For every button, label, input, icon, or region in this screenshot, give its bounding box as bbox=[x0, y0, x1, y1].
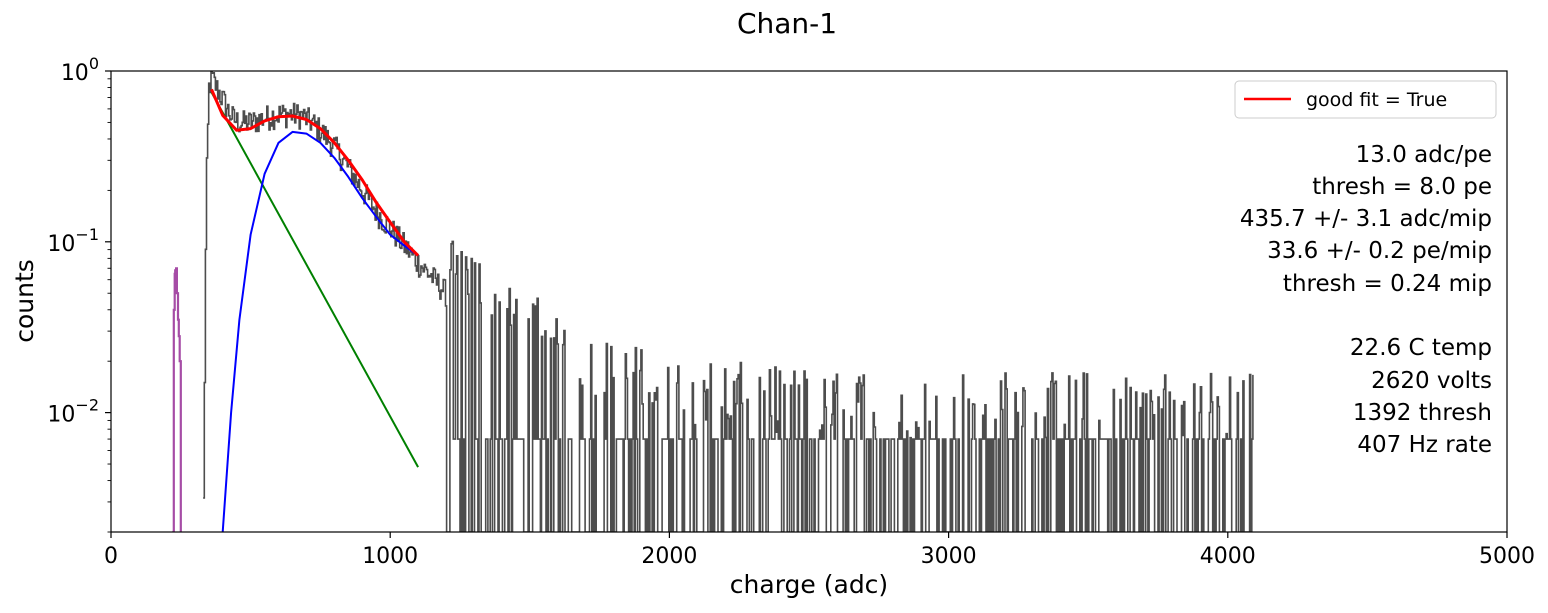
legend: good fit = True bbox=[1234, 80, 1497, 119]
x-tick-label: 5000 bbox=[1479, 544, 1535, 569]
series-fit-total bbox=[210, 88, 420, 257]
y-axis: 100 10−1 10−2 bbox=[47, 54, 111, 533]
series-fit-signal bbox=[221, 130, 419, 532]
plot-frame bbox=[110, 70, 1508, 533]
annotation-adc-per-mip: 435.7 +/- 3.1 adc/mip bbox=[1240, 206, 1492, 232]
annotation-volts: 2620 volts bbox=[1371, 368, 1492, 394]
annotation-temp: 22.6 C temp bbox=[1350, 335, 1492, 361]
x-tick-label: 2000 bbox=[641, 544, 697, 569]
legend-box bbox=[1234, 80, 1497, 119]
x-tick-label: 0 bbox=[104, 544, 118, 569]
x-tick-label: 4000 bbox=[1200, 544, 1256, 569]
plot-area bbox=[172, 71, 1254, 532]
x-axis: 0 1000 2000 3000 4000 5000 bbox=[104, 532, 1535, 569]
x-tick-label: 1000 bbox=[362, 544, 418, 569]
y-tick-label: 10−2 bbox=[47, 396, 99, 428]
annotation-thresh-mip: thresh = 0.24 mip bbox=[1283, 271, 1492, 297]
fit-annotations: 13.0 adc/pe thresh = 8.0 pe 435.7 +/- 3.… bbox=[1240, 142, 1492, 458]
chart-title: Chan-1 bbox=[737, 7, 837, 40]
series-histogram bbox=[203, 71, 1254, 532]
y-axis-label: counts bbox=[10, 259, 39, 343]
annotation-adc-per-pe: 13.0 adc/pe bbox=[1356, 142, 1492, 168]
series-pedestal bbox=[172, 267, 182, 532]
series-fit-exponential bbox=[210, 91, 419, 468]
y-tick-label: 100 bbox=[61, 54, 99, 86]
legend-label: good fit = True bbox=[1306, 89, 1447, 111]
annotation-pe-per-mip: 33.6 +/- 0.2 pe/mip bbox=[1267, 238, 1492, 264]
annotation-thresh-pe: thresh = 8.0 pe bbox=[1312, 174, 1492, 200]
x-axis-label: charge (adc) bbox=[730, 570, 888, 599]
annotation-rate: 407 Hz rate bbox=[1357, 432, 1492, 458]
annotation-thresh: 1392 thresh bbox=[1353, 400, 1492, 426]
y-tick-label: 10−1 bbox=[47, 225, 99, 257]
x-tick-label: 3000 bbox=[921, 544, 977, 569]
